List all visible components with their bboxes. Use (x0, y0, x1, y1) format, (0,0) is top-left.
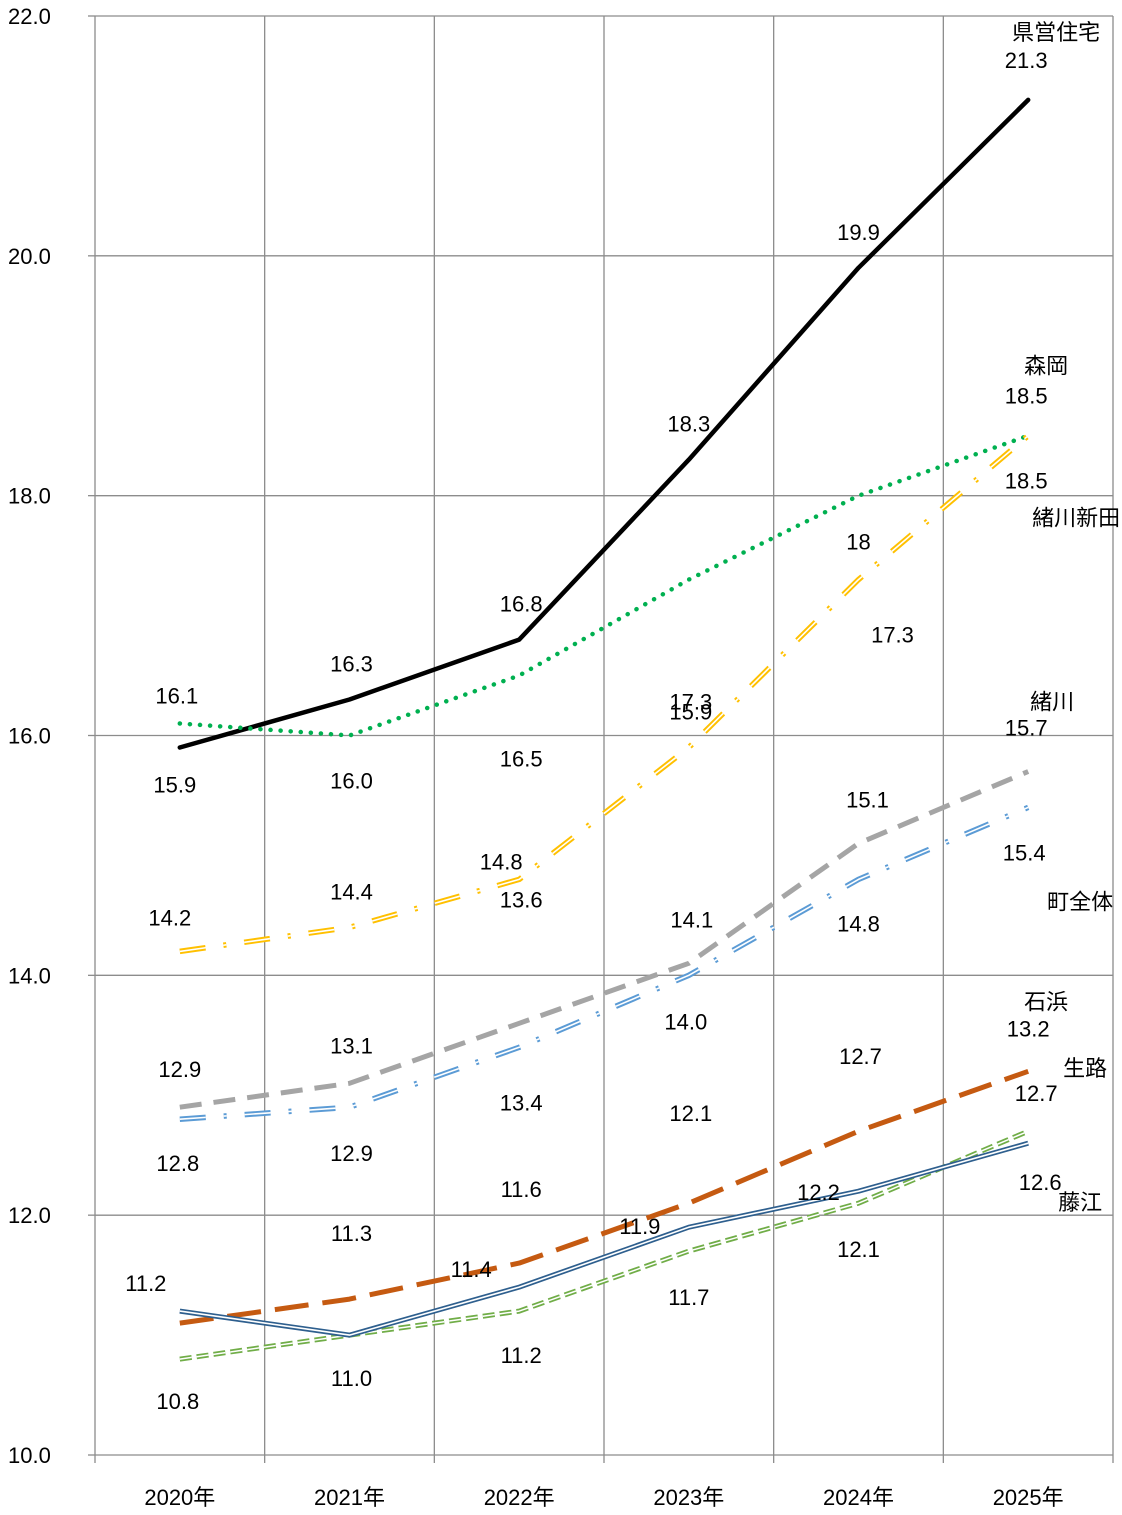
series-line-5 (179, 1068, 1030, 1326)
data-label: 14.4 (330, 879, 373, 904)
data-label: 11.2 (501, 1343, 542, 1368)
series-name-label: 緒川新田 (1032, 506, 1120, 531)
data-label: 15.9 (153, 772, 196, 797)
y-tick-label: 10.0 (8, 1443, 51, 1468)
data-label: 14.0 (664, 1009, 707, 1034)
data-label: 18.5 (1005, 384, 1048, 409)
series-line-2 (179, 435, 1029, 953)
y-tick-label: 16.0 (8, 724, 51, 749)
data-label: 17.3 (669, 690, 712, 715)
data-label: 13.4 (500, 1090, 543, 1115)
x-tick-label: 2025年 (993, 1485, 1064, 1510)
series-line-4 (179, 806, 1029, 1120)
data-label: 18.3 (667, 412, 710, 437)
data-label: 13.2 (1007, 1016, 1050, 1041)
data-labels: 15.9 16.3 16.8 18.3 19.9 21.3 県営住宅 16.1 16.0 16.5… (125, 20, 1120, 1414)
series-name-label: 県営住宅 (1012, 20, 1100, 45)
data-label: 13.6 (500, 887, 543, 912)
data-label: 14.8 (837, 911, 880, 936)
y-tick-label: 14.0 (8, 963, 51, 988)
data-label: 11.6 (501, 1177, 542, 1202)
data-label: 12.9 (158, 1057, 201, 1082)
data-label: 13.1 (330, 1033, 373, 1058)
data-label: 16.5 (500, 747, 543, 772)
data-label: 14.8 (480, 849, 523, 874)
data-label: 15.7 (1005, 715, 1048, 740)
series-name-label: 藤江 (1058, 1190, 1102, 1215)
data-label: 10.8 (156, 1389, 199, 1414)
series-name-label: 緒川 (1030, 689, 1074, 714)
series-line-1 (177, 433, 1031, 738)
x-tick-label: 2021年 (314, 1485, 385, 1510)
data-label: 16.8 (500, 592, 543, 617)
y-tick-label: 18.0 (8, 484, 51, 509)
series-name-label: 石浜 (1024, 989, 1068, 1014)
series-name-label: 町全体 (1047, 889, 1113, 914)
data-label: 11.0 (331, 1366, 372, 1391)
data-label: 16.1 (155, 684, 198, 709)
data-label: 11.3 (331, 1221, 372, 1246)
data-label: 15.9 (669, 699, 712, 724)
data-label: 11.9 (619, 1214, 660, 1239)
data-label: 18 (846, 530, 870, 555)
data-label: 14.2 (148, 905, 191, 930)
series-line-3 (179, 769, 1030, 1110)
x-tick-label: 2020年 (144, 1485, 215, 1510)
data-label: 12.1 (837, 1237, 880, 1262)
data-label: 12.8 (156, 1151, 199, 1176)
data-label: 12.6 (1019, 1170, 1062, 1195)
data-label: 12.7 (1015, 1081, 1058, 1106)
y-tick-label: 22.0 (8, 4, 51, 29)
data-label: 16.0 (330, 769, 373, 794)
data-label: 14.1 (670, 907, 713, 932)
series-lines (177, 97, 1031, 1362)
data-label: 12.2 (797, 1180, 840, 1205)
data-label: 21.3 (1005, 48, 1048, 73)
data-label: 15.4 (1003, 840, 1046, 865)
x-tick-label: 2022年 (484, 1485, 555, 1510)
series-name-label: 生路 (1063, 1056, 1107, 1081)
gridlines (94, 15, 1114, 1463)
series-line-0 (177, 97, 1031, 750)
y-tick-label: 12.0 (8, 1203, 51, 1228)
x-tick-label: 2023年 (653, 1485, 724, 1510)
y-tick-label: 20.0 (8, 244, 51, 269)
series-name-label: 森岡 (1024, 354, 1068, 379)
series-line-7 (179, 1142, 1029, 1336)
data-label: 11.4 (451, 1257, 492, 1282)
data-label: 12.7 (839, 1044, 882, 1069)
data-label: 11.2 (125, 1271, 166, 1296)
data-label: 17.3 (871, 623, 914, 648)
data-label: 12.9 (330, 1141, 373, 1166)
data-label: 12.1 (669, 1101, 712, 1126)
axes: 10.0 12.0 14.0 16.0 18.0 20.0 22.0 2020年 2021年 20… (8, 4, 1064, 1510)
x-tick-label: 2024年 (823, 1485, 894, 1510)
data-label: 16.3 (330, 652, 373, 677)
series-line-6 (179, 1130, 1029, 1360)
data-label: 18.5 (1005, 469, 1048, 494)
data-label: 11.7 (668, 1285, 709, 1310)
data-label: 19.9 (837, 220, 880, 245)
data-label: 15.1 (846, 787, 889, 812)
